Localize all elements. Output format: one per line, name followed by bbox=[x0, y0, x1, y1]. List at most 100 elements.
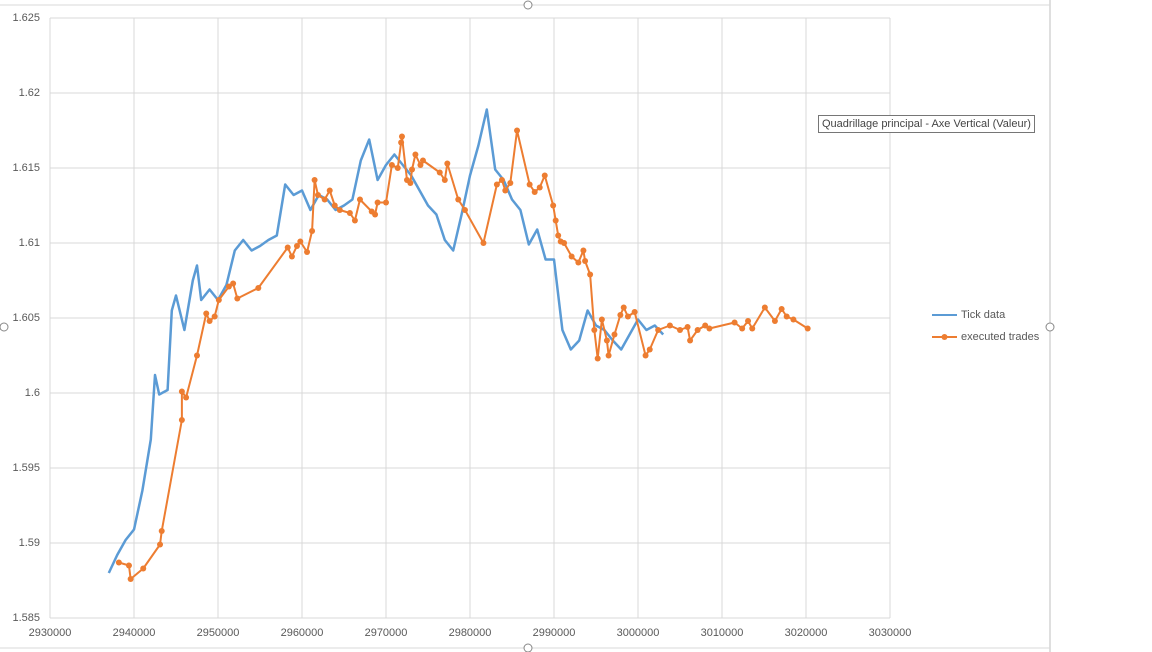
data-point bbox=[293, 243, 300, 249]
y-tick-label: 1.61 bbox=[19, 237, 40, 249]
legend-label: Tick data bbox=[961, 309, 1006, 321]
data-point bbox=[591, 327, 598, 333]
data-point bbox=[288, 253, 295, 260]
data-point bbox=[594, 355, 601, 362]
data-point bbox=[230, 280, 237, 287]
data-point bbox=[587, 271, 594, 278]
data-point bbox=[326, 187, 333, 194]
data-point bbox=[790, 316, 797, 323]
data-point bbox=[183, 394, 190, 401]
data-point bbox=[536, 184, 543, 191]
data-point bbox=[215, 297, 222, 303]
data-point bbox=[561, 240, 568, 246]
data-point bbox=[444, 160, 451, 167]
data-point bbox=[702, 322, 709, 329]
data-point bbox=[580, 247, 587, 254]
data-point bbox=[541, 172, 548, 179]
x-tick-label: 3000000 bbox=[617, 627, 660, 639]
data-point bbox=[314, 192, 321, 198]
data-point bbox=[194, 352, 200, 359]
x-tick-label: 2980000 bbox=[449, 627, 492, 639]
data-point bbox=[407, 180, 414, 186]
data-point bbox=[336, 207, 343, 213]
data-point bbox=[383, 199, 389, 206]
data-point bbox=[575, 259, 582, 266]
data-point bbox=[677, 327, 683, 333]
data-point bbox=[178, 417, 185, 423]
data-point bbox=[687, 337, 694, 344]
data-point bbox=[598, 316, 605, 323]
data-point bbox=[480, 240, 487, 246]
data-point bbox=[331, 202, 338, 209]
data-point bbox=[255, 285, 262, 291]
data-point bbox=[605, 352, 612, 359]
data-point bbox=[394, 165, 401, 171]
x-tick-label: 2930000 bbox=[29, 627, 72, 639]
data-point bbox=[493, 181, 500, 188]
tooltip: Quadrillage principal - Axe Vertical (Va… bbox=[818, 115, 1035, 133]
resize-handle[interactable] bbox=[0, 322, 9, 332]
data-point bbox=[502, 187, 509, 194]
data-point bbox=[412, 151, 419, 158]
data-point bbox=[552, 217, 559, 224]
y-tick-label: 1.625 bbox=[12, 12, 40, 24]
data-point bbox=[372, 211, 379, 218]
data-point bbox=[436, 169, 443, 176]
x-tick-label: 2970000 bbox=[365, 627, 408, 639]
data-point bbox=[655, 327, 662, 333]
data-point bbox=[731, 319, 738, 326]
data-point bbox=[455, 196, 462, 203]
data-point bbox=[284, 244, 291, 251]
data-point bbox=[603, 337, 610, 344]
resize-handle[interactable] bbox=[523, 643, 533, 652]
data-point bbox=[749, 325, 756, 332]
y-tick-label: 1.59 bbox=[19, 537, 40, 549]
data-point bbox=[321, 196, 328, 203]
data-point bbox=[409, 166, 416, 173]
data-point bbox=[498, 177, 505, 183]
data-point bbox=[514, 127, 521, 134]
data-point bbox=[611, 331, 618, 338]
data-point bbox=[140, 565, 147, 572]
y-tick-label: 1.585 bbox=[12, 612, 40, 624]
data-point bbox=[304, 249, 311, 255]
data-point bbox=[624, 313, 631, 320]
data-point bbox=[684, 324, 691, 330]
data-point bbox=[531, 189, 538, 195]
series-line bbox=[107, 108, 665, 574]
data-point bbox=[526, 181, 533, 188]
data-point bbox=[419, 157, 426, 164]
resize-handle[interactable] bbox=[1045, 322, 1055, 332]
data-point bbox=[761, 304, 768, 311]
data-point bbox=[771, 318, 778, 324]
y-tick-label: 1.605 bbox=[12, 312, 40, 324]
data-point bbox=[706, 325, 713, 332]
data-point bbox=[631, 309, 638, 315]
x-tick-label: 3020000 bbox=[785, 627, 828, 639]
data-point bbox=[157, 541, 164, 548]
data-point bbox=[778, 306, 785, 312]
x-tick-label: 2990000 bbox=[533, 627, 576, 639]
data-point bbox=[206, 318, 213, 324]
data-point bbox=[804, 325, 811, 332]
data-point bbox=[356, 196, 363, 203]
x-tick-label: 2940000 bbox=[113, 627, 156, 639]
data-point bbox=[461, 207, 468, 213]
data-point bbox=[441, 177, 448, 183]
data-point bbox=[346, 210, 353, 216]
data-point bbox=[234, 295, 241, 302]
resize-handle[interactable] bbox=[523, 0, 533, 10]
data-point bbox=[739, 325, 746, 332]
data-point bbox=[417, 162, 424, 168]
data-point bbox=[388, 162, 395, 168]
data-point bbox=[550, 202, 557, 209]
y-tick-label: 1.6 bbox=[25, 387, 40, 399]
data-point bbox=[568, 253, 575, 260]
data-point bbox=[125, 562, 132, 569]
data-point bbox=[642, 352, 649, 359]
data-point bbox=[351, 217, 358, 224]
data-point bbox=[297, 238, 304, 245]
data-point bbox=[374, 199, 381, 206]
